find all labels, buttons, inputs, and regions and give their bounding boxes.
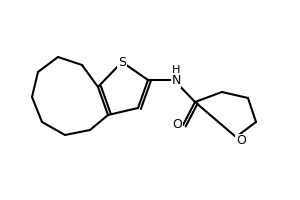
Text: N: N	[171, 74, 181, 88]
Text: S: S	[118, 55, 126, 68]
Text: O: O	[172, 118, 182, 132]
Text: H: H	[172, 65, 180, 75]
Text: O: O	[236, 134, 246, 148]
